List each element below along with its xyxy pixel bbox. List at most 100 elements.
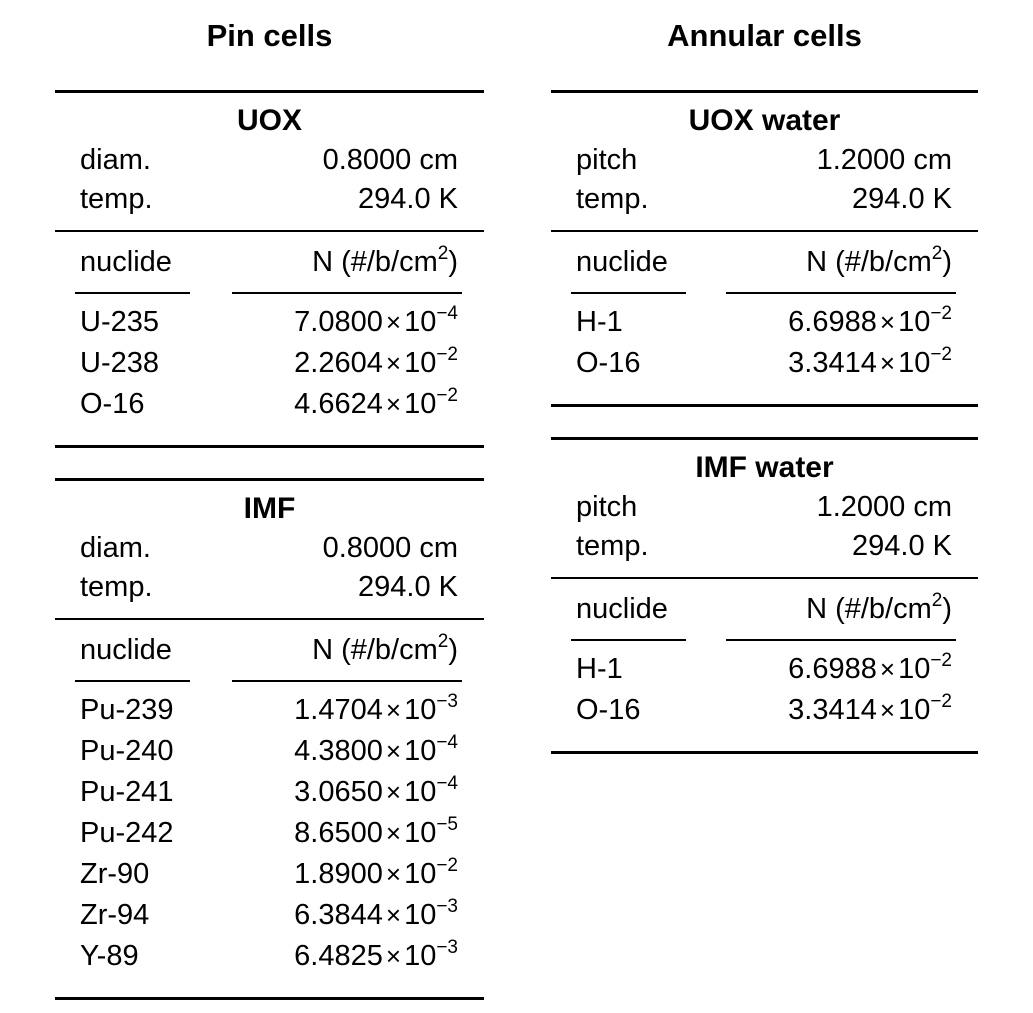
bottom-rule bbox=[551, 751, 978, 754]
density-header-exponent: 2 bbox=[931, 243, 943, 264]
mid-rule bbox=[551, 577, 978, 579]
exponent: −2 bbox=[930, 303, 952, 324]
base-ten: 10 bbox=[404, 388, 437, 420]
mantissa: 1.4704 bbox=[294, 694, 383, 726]
mantissa: 1.8900 bbox=[294, 858, 383, 890]
nuclide-header-underline bbox=[75, 292, 190, 294]
base-ten: 10 bbox=[898, 694, 931, 726]
density-header-close: ) bbox=[448, 634, 458, 666]
mantissa: 6.3844 bbox=[294, 899, 383, 931]
param2-value: 294.0 K bbox=[358, 183, 458, 215]
density-header-exponent: 2 bbox=[437, 631, 449, 652]
param1-label: diam. bbox=[80, 144, 151, 176]
density-header-exponent: 2 bbox=[931, 590, 943, 611]
times-symbol: × bbox=[385, 348, 402, 378]
table-title: IMF bbox=[243, 492, 296, 525]
density-header-underline bbox=[232, 292, 462, 294]
exponent: −3 bbox=[436, 937, 458, 958]
base-ten: 10 bbox=[404, 776, 437, 808]
nuclide-name: H-1 bbox=[576, 653, 623, 685]
number-density: 4.3800 × 10−4 bbox=[294, 732, 458, 768]
mid-rule bbox=[55, 618, 484, 620]
exponent: −2 bbox=[930, 691, 952, 712]
exponent: −4 bbox=[436, 732, 458, 753]
mantissa: 6.6988 bbox=[788, 653, 877, 685]
exponent: −3 bbox=[436, 691, 458, 712]
param2-label: temp. bbox=[576, 183, 649, 215]
top-rule bbox=[55, 478, 484, 481]
times-symbol: × bbox=[385, 941, 402, 971]
param1-value: 1.2000 cm bbox=[816, 491, 952, 523]
param2-label: temp. bbox=[80, 183, 153, 215]
mantissa: 6.4825 bbox=[294, 940, 383, 972]
param2-value: 294.0 K bbox=[852, 183, 952, 215]
nuclide-header: nuclide bbox=[576, 246, 668, 278]
times-symbol: × bbox=[879, 695, 896, 725]
mantissa: 4.6624 bbox=[294, 388, 383, 420]
nuclide-header: nuclide bbox=[576, 593, 668, 625]
density-header: N (#/b/cm2) bbox=[806, 590, 952, 626]
nuclide-name: Pu-241 bbox=[80, 776, 174, 808]
times-symbol: × bbox=[385, 818, 402, 848]
nuclide-name: Pu-242 bbox=[80, 817, 174, 849]
density-header-close: ) bbox=[448, 246, 458, 278]
density-header: N (#/b/cm2) bbox=[312, 631, 458, 667]
nuclide-name: Zr-94 bbox=[80, 899, 150, 931]
nuclide-header: nuclide bbox=[80, 246, 172, 278]
times-symbol: × bbox=[879, 307, 896, 337]
imf-table: IMF diam. 0.8000 cm temp. 294.0 K nuclide N (#… bbox=[55, 478, 484, 1000]
nuclide-header-underline bbox=[75, 680, 190, 682]
density-header-underline bbox=[726, 292, 956, 294]
bottom-rule bbox=[55, 445, 484, 448]
number-density: 4.6624 × 10−2 bbox=[294, 385, 458, 421]
number-density: 1.4704 × 10−3 bbox=[294, 691, 458, 727]
base-ten: 10 bbox=[898, 306, 931, 338]
base-ten: 10 bbox=[404, 817, 437, 849]
nuclide-name: H-1 bbox=[576, 306, 623, 338]
base-ten: 10 bbox=[404, 858, 437, 890]
base-ten: 10 bbox=[404, 694, 437, 726]
mantissa: 4.3800 bbox=[294, 735, 383, 767]
nuclide-name: Y-89 bbox=[80, 940, 139, 972]
times-symbol: × bbox=[385, 777, 402, 807]
exponent: −2 bbox=[436, 344, 458, 365]
nuclide-name: O-16 bbox=[80, 388, 145, 420]
param1-label: pitch bbox=[576, 144, 638, 176]
number-density: 6.3844 × 10−3 bbox=[294, 896, 458, 932]
param1-value: 0.8000 cm bbox=[322, 144, 458, 176]
number-density: 3.0650 × 10−4 bbox=[294, 773, 458, 809]
times-symbol: × bbox=[879, 654, 896, 684]
mantissa: 6.6988 bbox=[788, 306, 877, 338]
times-symbol: × bbox=[879, 348, 896, 378]
number-density: 6.6988 × 10−2 bbox=[788, 303, 952, 339]
base-ten: 10 bbox=[898, 653, 931, 685]
param2-value: 294.0 K bbox=[852, 530, 952, 562]
mantissa: 3.3414 bbox=[788, 694, 877, 726]
times-symbol: × bbox=[385, 695, 402, 725]
times-symbol: × bbox=[385, 736, 402, 766]
param1-value: 1.2000 cm bbox=[816, 144, 952, 176]
density-header: N (#/b/cm2) bbox=[806, 243, 952, 279]
top-rule bbox=[55, 90, 484, 93]
nuclide-header-underline bbox=[571, 639, 686, 641]
times-symbol: × bbox=[385, 307, 402, 337]
density-header: N (#/b/cm2) bbox=[312, 243, 458, 279]
density-header-underline bbox=[726, 639, 956, 641]
top-rule bbox=[551, 437, 978, 440]
bottom-rule bbox=[55, 997, 484, 1000]
nuclide-name: O-16 bbox=[576, 694, 641, 726]
nuclide-name: U-235 bbox=[80, 306, 159, 338]
number-density: 1.8900 × 10−2 bbox=[294, 855, 458, 891]
base-ten: 10 bbox=[404, 940, 437, 972]
right-column-title: Annular cells bbox=[667, 18, 862, 53]
density-header-exponent: 2 bbox=[437, 243, 449, 264]
number-density: 2.2604 × 10−2 bbox=[294, 344, 458, 380]
base-ten: 10 bbox=[404, 735, 437, 767]
nuclide-name: Pu-239 bbox=[80, 694, 174, 726]
density-header-text: N (#/b/cm bbox=[312, 634, 438, 666]
nuclide-name: Zr-90 bbox=[80, 858, 150, 890]
imf-water-table: IMF water pitch 1.2000 cm temp. 294.0 K nucli… bbox=[551, 437, 978, 754]
nuclide-name: U-238 bbox=[80, 347, 159, 379]
number-density: 7.0800 × 10−4 bbox=[294, 303, 458, 339]
exponent: −2 bbox=[930, 344, 952, 365]
